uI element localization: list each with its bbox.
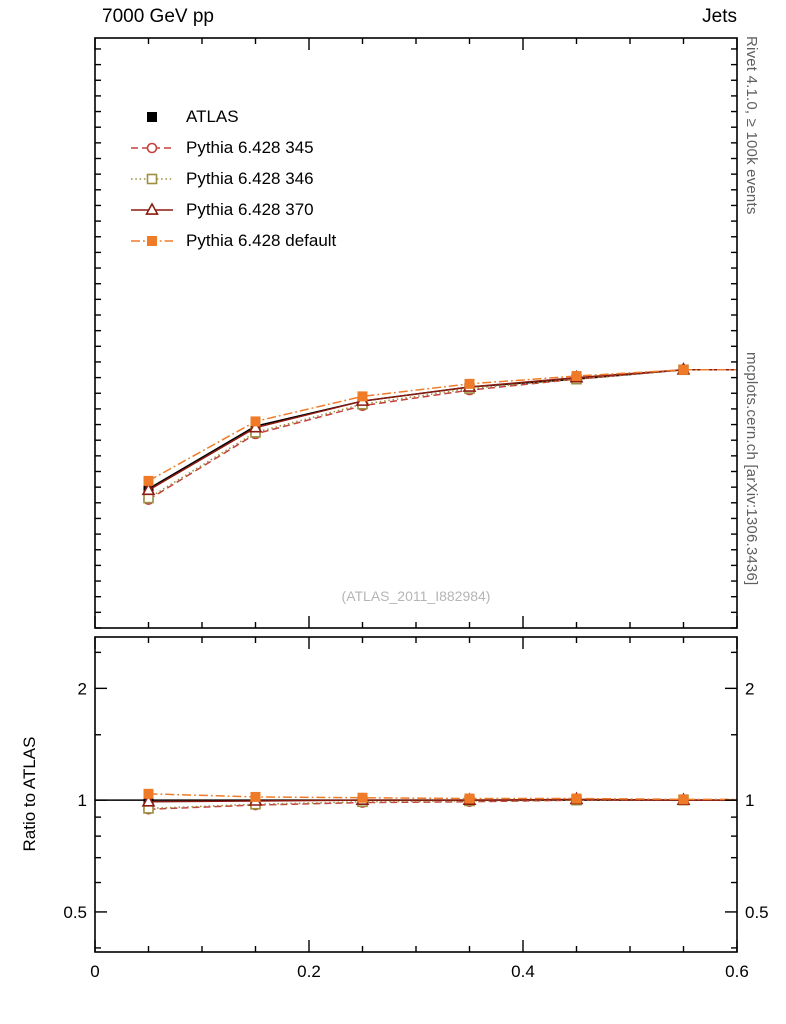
series-atlas-main (143, 364, 737, 494)
pythia-6-428-default-legend-marker-icon (131, 235, 173, 246)
legend: ATLAS Pythia 6.428 345 Pythia 6.428 346 Pyt… (130, 101, 336, 256)
pythia-6-428-default-marker (571, 371, 582, 382)
legend-label: Pythia 6.428 346 (186, 168, 314, 188)
legend-item-pythia-6-428-345: Pythia 6.428 345 (130, 132, 336, 163)
rivet-version-note: Rivet 4.1.0, ≥ 100k events (743, 36, 760, 215)
legend-item-pythia-6-428-default: Pythia 6.428 default (130, 225, 336, 256)
ratio-ytick-label-left: 2 (78, 679, 87, 698)
ratio-panel-series (95, 788, 737, 815)
series-pythia-6-428-default-main (143, 364, 737, 486)
ratio-ytick-label-right: 0.5 (745, 903, 769, 922)
atlas-legend-marker (147, 111, 157, 122)
pythia-6-428-default-ratio-marker (143, 788, 154, 799)
xtick-label: 0.6 (725, 962, 749, 981)
pythia-6-428-345-legend-marker-icon (131, 142, 173, 153)
series-pythia-6-428-default-ratio (143, 788, 737, 805)
pythia-6-428-370-marker (248, 420, 263, 433)
pythia-6-428-370-legend-marker-icon (131, 201, 173, 215)
pythia-6-428-default-marker (357, 391, 368, 402)
ratio-ytick-label-left: 0.5 (63, 903, 87, 922)
pythia-6-428-default-legend-marker (147, 235, 157, 246)
legend-label: ATLAS (186, 106, 239, 126)
pythia-6-428-370-marker (141, 482, 156, 496)
pythia-6-428-default-marker (464, 378, 475, 389)
ratio-panel-frame (94, 636, 738, 953)
panel-frames (94, 37, 738, 953)
ratio-ytick-label-left: 1 (78, 791, 87, 810)
pythia-6-428-346-legend-marker (146, 173, 158, 184)
ratio-ytick-label-right: 2 (745, 679, 754, 698)
axes-ticks: 0.5 0.5 1 1 2 2 0 0.2 0.4 0.6 (63, 38, 769, 981)
series-pythia-6-428-370-main (141, 362, 737, 496)
legend-item-pythia-6-428-346: Pythia 6.428 346 (130, 163, 336, 194)
pythia-6-428-346-legend-marker-icon (131, 173, 173, 184)
pythia-6-428-default-ratio-marker (464, 793, 475, 804)
xtick-label: 0.4 (511, 962, 535, 981)
pythia-6-428-default-ratio-marker (571, 793, 582, 804)
ratio-ytick-label-right: 1 (745, 791, 754, 810)
xtick-label: 0 (90, 962, 99, 981)
legend-item-atlas: ATLAS (130, 101, 336, 132)
mcplots-arxiv-note: mcplots.cern.ch [arXiv:1306.3436] (743, 352, 760, 586)
pythia-6-428-default-marker (678, 364, 689, 375)
main-panel-series (141, 362, 737, 505)
pythia-6-428-default-ratio-marker (678, 794, 689, 805)
analysis-id-watermark: (ATLAS_2011_I882984) (341, 588, 491, 604)
pythia-6-428-default-ratio-marker (250, 791, 261, 802)
atlas-legend-marker-icon (147, 111, 157, 122)
pythia-6-428-370-ratio-marker (141, 794, 156, 807)
xtick-label: 0.2 (297, 962, 321, 981)
pythia-6-428-default-marker (143, 475, 154, 486)
legend-item-pythia-6-428-370: Pythia 6.428 370 (130, 194, 336, 225)
analysis-title: Jets (702, 6, 737, 27)
pythia-6-428-345-legend-marker (146, 142, 158, 153)
legend-label: Pythia 6.428 370 (186, 199, 314, 219)
legend-label: Pythia 6.428 345 (186, 137, 314, 157)
main-panel-frame (94, 37, 738, 629)
pythia-6-428-370-legend-marker (145, 201, 159, 215)
legend-label: Pythia 6.428 default (186, 230, 337, 250)
ratio-axis-label: Ratio to ATLAS (20, 736, 39, 852)
pythia-6-428-default-marker (250, 416, 261, 427)
pythia-6-428-default-ratio-marker (357, 792, 368, 803)
beam-title: 7000 GeV pp (102, 6, 214, 27)
